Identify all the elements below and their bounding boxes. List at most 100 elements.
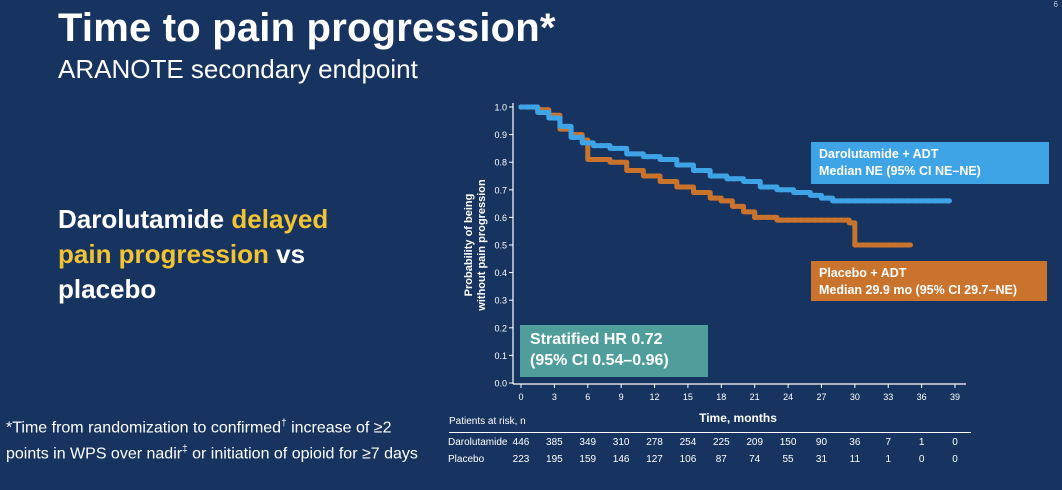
- darolutamide-censor-mark: [631, 151, 638, 157]
- placebo-censor-mark: [865, 242, 871, 248]
- darolutamide-censor-mark: [585, 140, 591, 146]
- x-tick-label: 12: [650, 392, 660, 402]
- placebo-censor-mark: [858, 242, 865, 248]
- darolutamide-censor-mark: [611, 145, 618, 151]
- placebo-censor-mark: [678, 184, 684, 190]
- darolutamide-censor-mark: [745, 178, 751, 185]
- placebo-censor-mark: [645, 173, 651, 179]
- darolutamide-censor-mark: [558, 123, 564, 129]
- darolutamide-censor-mark: [718, 173, 724, 179]
- darolutamide-censor-mark: [531, 104, 537, 110]
- darolutamide-censor-mark: [571, 134, 578, 140]
- y-tick-label: 0.8: [494, 158, 507, 168]
- darolutamide-censor-mark: [538, 109, 544, 116]
- placebo-censor-mark: [852, 242, 858, 248]
- risk-cell: 36: [849, 437, 861, 448]
- x-tick-label: 15: [683, 392, 693, 402]
- risk-cell: 254: [679, 437, 697, 448]
- placebo-censor-mark: [591, 156, 598, 163]
- darolutamide-censor-mark: [865, 198, 871, 204]
- darolutamide-censor-mark: [925, 198, 931, 204]
- risk-cell: 127: [646, 454, 663, 465]
- risk-cell: 146: [612, 454, 630, 465]
- risk-row-label: Placebo: [448, 454, 485, 465]
- x-tick-label: 24: [783, 392, 793, 402]
- footnote-dagger: †: [281, 418, 287, 429]
- x-tick-label: 9: [619, 392, 624, 402]
- darolutamide-censor-mark: [651, 154, 658, 160]
- hazard-ratio-box: Stratified HR 0.72 (95% CI 0.54–0.96): [520, 325, 708, 377]
- darolutamide-censor-mark: [625, 151, 631, 157]
- placebo-censor-mark: [692, 189, 698, 196]
- placebo-censor-mark: [878, 242, 885, 248]
- risk-table-title: Patients at risk, n: [449, 416, 526, 427]
- darolutamide-censor-mark: [638, 151, 644, 157]
- placebo-censor-mark: [625, 167, 631, 174]
- darolutamide-censor-mark: [658, 156, 664, 163]
- placebo-censor-mark: [725, 198, 731, 204]
- darolutamide-censor-mark: [892, 198, 898, 204]
- placebo-legend-name: Placebo + ADT: [819, 266, 907, 280]
- hazard-ratio-ci: (95% CI 0.54–0.96): [530, 352, 669, 369]
- darolutamide-censor-mark: [772, 184, 778, 190]
- risk-cell: 7: [885, 437, 891, 448]
- darolutamide-censor-mark: [905, 198, 911, 204]
- chart-series: [518, 104, 952, 248]
- placebo-censor-mark: [631, 167, 638, 174]
- darolutamide-censor-mark: [872, 198, 878, 204]
- placebo-censor-mark: [698, 189, 704, 196]
- darolutamide-censor-mark: [778, 187, 785, 193]
- darolutamide-censor-mark: [692, 167, 698, 174]
- placebo-censor-mark: [758, 214, 764, 220]
- darolutamide-censor-mark: [798, 189, 805, 196]
- x-tick-label: 33: [883, 392, 893, 402]
- placebo-censor-mark: [898, 242, 905, 248]
- y-tick-label: 0.2: [494, 323, 507, 333]
- placebo-censor-mark: [598, 156, 604, 163]
- placebo-censor-mark: [752, 214, 758, 220]
- placebo-censor-mark: [845, 217, 851, 223]
- y-axis-label-line1: Probability of being: [463, 194, 475, 297]
- placebo-censor-mark: [825, 217, 831, 223]
- key-message-part2: vs placebo: [58, 239, 306, 304]
- darolutamide-censor-mark: [805, 189, 811, 196]
- darolutamide-censor-mark: [939, 198, 945, 204]
- y-axis-label-line2: without pain progression: [476, 179, 488, 312]
- placebo-censor-mark: [671, 178, 678, 185]
- placebo-censor-mark: [605, 156, 611, 163]
- placebo-censor-mark: [838, 217, 845, 223]
- darolutamide-censor-mark: [678, 162, 684, 168]
- risk-cell: 87: [715, 454, 727, 465]
- risk-cell: 385: [546, 437, 563, 448]
- darolutamide-censor-mark: [665, 156, 671, 163]
- darolutamide-censor-mark: [545, 109, 551, 116]
- darolutamide-censor-mark: [898, 198, 905, 204]
- darolutamide-censor-mark: [725, 176, 731, 182]
- risk-cell: 1: [918, 437, 925, 448]
- darolutamide-censor-mark: [765, 184, 771, 190]
- darolutamide-censor-mark: [752, 178, 758, 185]
- placebo-censor-mark: [685, 184, 691, 190]
- x-tick-label: 18: [716, 392, 726, 402]
- x-tick-label: 0: [518, 392, 523, 402]
- darolutamide-censor-mark: [945, 198, 951, 204]
- darolutamide-censor-mark: [618, 145, 624, 151]
- y-tick-label: 0.3: [494, 296, 507, 306]
- risk-cell: 106: [679, 454, 697, 465]
- placebo-censor-mark: [812, 217, 818, 223]
- risk-cell: 1: [885, 454, 891, 465]
- darolutamide-censor-mark: [878, 198, 885, 204]
- placebo-censor-mark: [665, 178, 671, 185]
- y-tick-label: 1.0: [494, 103, 507, 113]
- darolutamide-censor-mark: [645, 154, 651, 160]
- risk-cell: 195: [546, 454, 563, 465]
- x-tick-label: 21: [750, 392, 760, 402]
- placebo-censor-mark: [792, 217, 798, 223]
- risk-cell: 90: [815, 437, 828, 448]
- darolutamide-censor-mark: [785, 187, 791, 193]
- x-tick-label: 36: [917, 392, 927, 402]
- darolutamide-censor-mark: [812, 192, 818, 198]
- placebo-censor-mark: [778, 217, 785, 223]
- darolutamide-censor-mark: [832, 198, 838, 204]
- darolutamide-censor-mark: [758, 184, 764, 190]
